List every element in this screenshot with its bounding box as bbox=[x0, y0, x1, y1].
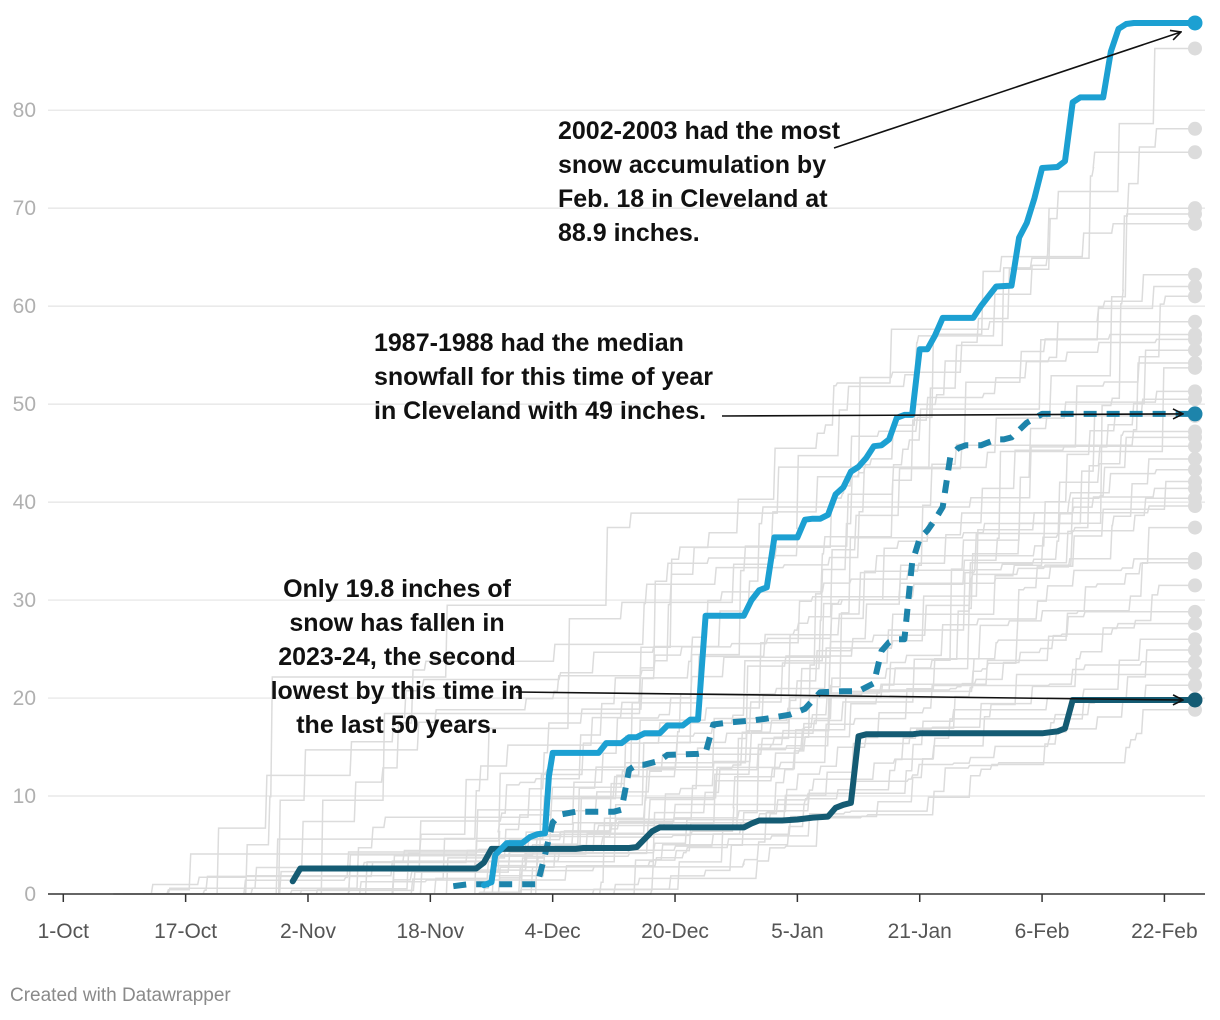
series-line-1987-1988 bbox=[452, 410, 1195, 890]
background-year-endpoint bbox=[1188, 267, 1202, 282]
y-tick-label: 30 bbox=[13, 589, 36, 612]
background-year-line bbox=[122, 480, 1195, 895]
background-year-endpoint bbox=[1188, 667, 1202, 682]
background-year-endpoint bbox=[1188, 604, 1202, 619]
annotation-arrows bbox=[515, 32, 1183, 700]
x-tick-label: 4-Dec bbox=[525, 920, 581, 943]
highlight-series bbox=[289, 15, 1203, 890]
x-tick-label: 1-Oct bbox=[38, 920, 90, 943]
background-year-line bbox=[113, 661, 1195, 895]
y-tick-label: 70 bbox=[13, 197, 36, 220]
background-year-line bbox=[506, 709, 1195, 895]
x-tick-label: 21-Jan bbox=[888, 920, 952, 943]
background-year-line bbox=[333, 497, 1195, 895]
annotation-current-season: Only 19.8 inches of snow has fallen in 2… bbox=[270, 575, 524, 739]
background-year-line bbox=[455, 338, 1195, 895]
x-tick-label: 2-Nov bbox=[280, 920, 337, 943]
background-years bbox=[113, 41, 1202, 895]
annotation-median-year: 1987-1988 had the median snowfall for th… bbox=[374, 329, 713, 425]
annotation-arrow-median bbox=[721, 414, 1183, 416]
background-year-endpoint bbox=[1188, 654, 1202, 669]
y-tick-label: 20 bbox=[13, 687, 36, 710]
background-year-endpoint bbox=[1188, 279, 1202, 294]
background-year-endpoint bbox=[1188, 289, 1202, 304]
credit-footer: Created with Datawrapper bbox=[10, 985, 231, 1006]
background-year-line bbox=[355, 622, 1195, 895]
y-axis-ticks: 0 10 20 30 40 50 60 70 80 bbox=[13, 99, 36, 906]
background-year-line bbox=[159, 684, 1195, 895]
y-tick-label: 10 bbox=[13, 785, 36, 808]
x-axis-ticks: 1-Oct 17-Oct 2-Nov 18-Nov 4-Dec 20-Dec 5-Jan 21… bbox=[38, 894, 1198, 943]
background-year-endpoint bbox=[1188, 332, 1202, 347]
background-year-endpoint bbox=[1188, 499, 1202, 514]
background-year-line bbox=[185, 390, 1195, 895]
x-tick-label: 17-Oct bbox=[154, 920, 217, 943]
background-year-endpoint bbox=[1188, 439, 1202, 454]
x-tick-label: 5-Jan bbox=[771, 920, 824, 943]
background-year-endpoint bbox=[1188, 462, 1202, 477]
y-tick-label: 80 bbox=[13, 99, 36, 122]
series-endpoint-2023-2024 bbox=[1187, 692, 1203, 708]
background-year-endpoint bbox=[1188, 643, 1202, 658]
background-year-endpoint bbox=[1188, 343, 1202, 358]
series-endpoint-2002-2003 bbox=[1187, 15, 1203, 31]
x-tick-label: 6-Feb bbox=[1015, 920, 1070, 943]
background-year-line bbox=[431, 558, 1195, 895]
annotation-arrow-current bbox=[515, 691, 1183, 700]
x-tick-label: 20-Dec bbox=[641, 920, 709, 943]
background-year-endpoint bbox=[1188, 578, 1202, 593]
annotation-arrow-max bbox=[833, 32, 1181, 149]
background-year-endpoint bbox=[1188, 451, 1202, 466]
x-tick-label: 22-Feb bbox=[1131, 920, 1198, 943]
background-year-endpoint bbox=[1188, 632, 1202, 647]
y-tick-label: 0 bbox=[24, 883, 36, 906]
background-year-endpoint bbox=[1188, 392, 1202, 407]
background-year-endpoint bbox=[1188, 207, 1202, 222]
series-line-2023-2024 bbox=[289, 697, 1198, 885]
background-year-line bbox=[364, 469, 1195, 895]
background-year-line bbox=[137, 285, 1195, 895]
series-line-2002-2003 bbox=[480, 20, 1198, 889]
background-year-endpoint bbox=[1188, 481, 1202, 496]
x-tick-label: 18-Nov bbox=[396, 920, 464, 943]
background-year-endpoint bbox=[1188, 520, 1202, 535]
background-year-line bbox=[379, 526, 1195, 895]
series-endpoint-1987-1988 bbox=[1187, 406, 1203, 422]
background-year-line bbox=[205, 436, 1195, 895]
y-tick-label: 40 bbox=[13, 491, 36, 514]
background-year-endpoint bbox=[1188, 216, 1202, 231]
background-year-endpoint bbox=[1188, 616, 1202, 631]
gridlines bbox=[48, 109, 1205, 797]
background-year-endpoint bbox=[1188, 678, 1202, 693]
background-year-line bbox=[113, 367, 1195, 895]
background-year-line bbox=[221, 223, 1195, 895]
background-year-line bbox=[389, 430, 1195, 895]
background-year-line bbox=[490, 584, 1195, 895]
background-year-endpoint bbox=[1188, 121, 1202, 136]
y-tick-label: 50 bbox=[13, 393, 36, 416]
annotation-max-year: 2002-2003 had the most snow accumulation… bbox=[558, 117, 841, 247]
background-year-endpoint bbox=[1188, 41, 1202, 56]
background-year-line bbox=[439, 611, 1195, 895]
background-year-endpoint bbox=[1188, 145, 1202, 160]
y-tick-label: 60 bbox=[13, 295, 36, 318]
background-year-endpoint bbox=[1188, 360, 1202, 375]
background-year-endpoint bbox=[1188, 314, 1202, 329]
background-year-endpoint bbox=[1188, 555, 1202, 570]
background-year-line bbox=[494, 415, 1195, 895]
background-year-line bbox=[170, 295, 1195, 895]
background-year-line bbox=[383, 213, 1195, 895]
